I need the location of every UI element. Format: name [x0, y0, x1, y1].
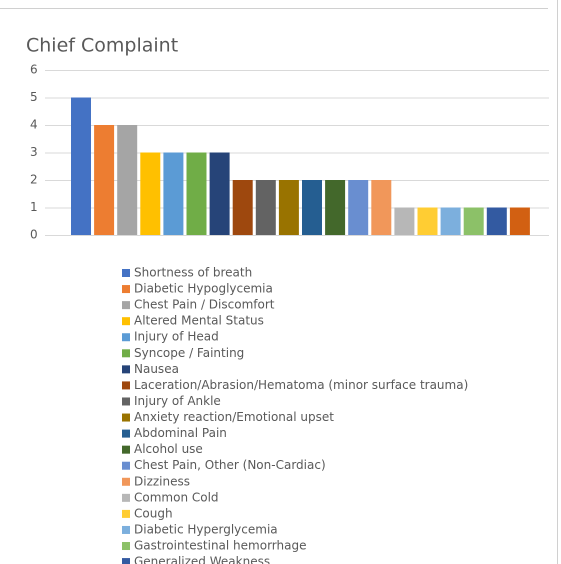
legend-swatch — [122, 477, 130, 486]
legend-swatch — [122, 365, 130, 374]
bar — [486, 207, 507, 235]
legend-label: Diabetic Hypoglycemia — [134, 282, 273, 296]
legend-label: Gastrointestinal hemorrhage — [134, 539, 306, 553]
legend-swatch — [122, 542, 130, 551]
bar — [509, 207, 530, 235]
legend-label: Alcohol use — [134, 442, 203, 456]
bar — [117, 125, 138, 235]
legend-swatch — [122, 317, 130, 326]
legend-label: Chest Pain, Other (Non-Cardiac) — [134, 458, 326, 472]
legend-label: Common Cold — [134, 490, 219, 504]
bar — [94, 125, 115, 235]
legend-label: Nausea — [134, 362, 179, 376]
y-tick-label: 5 — [30, 90, 38, 104]
bar — [394, 207, 415, 235]
legend-label: Injury of Ankle — [134, 394, 221, 408]
y-tick-label: 2 — [30, 173, 38, 187]
legend-label: Chest Pain / Discomfort — [134, 298, 275, 312]
y-tick-label: 0 — [30, 228, 38, 242]
bar — [232, 180, 253, 235]
legend-swatch — [122, 413, 130, 422]
legend-swatch — [122, 397, 130, 406]
legend-swatch — [122, 558, 130, 564]
y-tick-label: 1 — [30, 200, 38, 214]
legend-swatch — [122, 509, 130, 518]
bar — [302, 180, 322, 235]
legend-swatch — [122, 301, 130, 310]
legend-label: Diabetic Hyperglycemia — [134, 522, 278, 536]
bar — [325, 180, 346, 235]
legend-label: Laceration/Abrasion/Hematoma (minor surf… — [134, 378, 468, 392]
chart-title: Chief Complaint — [26, 35, 178, 57]
bar — [371, 180, 392, 235]
bar — [463, 207, 484, 235]
legend-swatch — [122, 461, 130, 470]
legend-label: Cough — [134, 506, 173, 520]
bar — [71, 97, 91, 235]
legend-swatch — [122, 493, 130, 502]
bar — [417, 207, 438, 235]
legend-swatch — [122, 445, 130, 454]
legend-label: Syncope / Fainting — [134, 346, 244, 360]
legend-label: Abdominal Pain — [134, 426, 227, 440]
bar — [278, 180, 299, 235]
legend-label: Dizziness — [134, 474, 190, 488]
y-tick-label: 6 — [30, 63, 38, 77]
legend-swatch — [122, 269, 130, 277]
bar — [140, 152, 161, 235]
bar — [163, 152, 184, 235]
bar — [440, 207, 461, 235]
legend-label: Shortness of breath — [134, 266, 252, 280]
legend-swatch — [122, 429, 130, 438]
legend-label: Injury of Head — [134, 330, 219, 344]
legend-swatch — [122, 285, 130, 294]
bar — [348, 180, 369, 235]
legend-swatch — [122, 333, 130, 342]
legend-label: Altered Mental Status — [134, 314, 264, 328]
legend-label: Anxiety reaction/Emotional upset — [134, 410, 334, 424]
bar — [209, 152, 230, 235]
bar — [186, 152, 207, 235]
bar — [255, 180, 276, 235]
legend-swatch — [122, 349, 130, 358]
y-tick-label: 4 — [30, 118, 38, 132]
y-tick-label: 3 — [30, 145, 38, 159]
legend-swatch — [122, 525, 130, 534]
legend-label: Generalized Weakness — [134, 555, 270, 564]
legend-swatch — [122, 381, 130, 390]
